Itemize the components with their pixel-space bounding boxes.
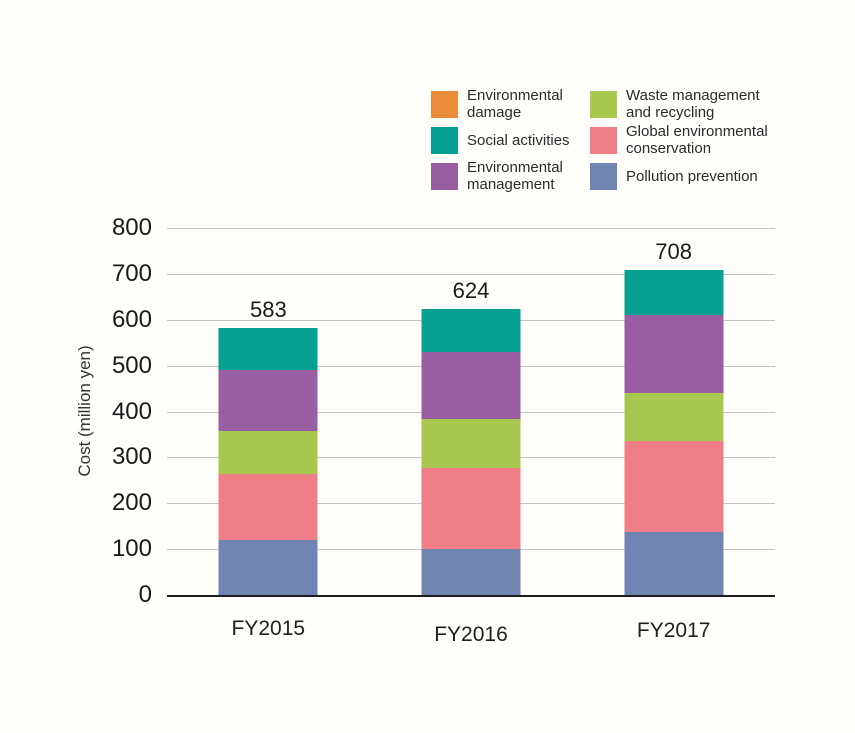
y-tick-label: 400 [111, 397, 152, 425]
legend-label: Environmental damage [467, 87, 563, 121]
x-axis-label: FY2015 [231, 617, 306, 640]
legend-item-pollution-prevention: Pollution prevention [590, 158, 780, 194]
bar-stack: 583 [218, 297, 318, 595]
bar-total-label: 624 [452, 277, 490, 303]
y-tick-label: 0 [138, 581, 152, 608]
bar-column-fy2016: 624 FY2016 [370, 228, 573, 646]
x-axis-label: FY2016 [434, 623, 508, 646]
bars-container: 583 FY2015 624 FY2016 708 FY2017 [167, 228, 775, 646]
bar-segment-pollution-prevention [421, 549, 521, 595]
legend-item-global-environmental-conservation: Global environmental conservation [590, 122, 780, 158]
y-tick-label: 100 [111, 535, 152, 563]
bar-segment-pollution-prevention [624, 531, 724, 595]
y-tick-label: 800 [111, 214, 152, 241]
bar-column-fy2015: 583 FY2015 [167, 228, 370, 640]
bar-segment-environmental-management [421, 351, 521, 420]
bar-segment-social-activities [421, 308, 521, 352]
legend-label: Environmental management [467, 159, 563, 193]
legend-swatch-waste-management-and-recycling [590, 90, 617, 118]
bar-column-fy2017: 708 FY2017 [572, 228, 775, 642]
legend-item-social-activities: Social activities [431, 122, 590, 158]
legend-label: Global environmental conservation [626, 123, 768, 157]
legend-label: Pollution prevention [626, 167, 758, 185]
legend-item-waste-management-and-recycling: Waste management and recycling [590, 86, 780, 122]
legend: Environmental damage Social activities Env… [431, 86, 780, 194]
legend-item-environmental-damage: Environmental damage [431, 86, 590, 122]
bar-segment-waste-management-and-recycling [421, 419, 521, 469]
bar-segment-social-activities [624, 270, 724, 315]
legend-label: Social activities [467, 131, 570, 149]
gridline [167, 228, 775, 229]
legend-swatch-global-environmental-conservation [590, 126, 617, 154]
y-tick-label: 600 [111, 305, 152, 333]
bar-segment-global-environmental-conservation [624, 441, 724, 532]
bar-segment-pollution-prevention [218, 539, 318, 595]
legend-column: Environmental damage Social activities Env… [431, 86, 590, 194]
y-tick-label: 500 [111, 351, 152, 379]
plot-area: 583 FY2015 624 FY2016 708 FY2017 [167, 228, 775, 646]
legend-column: Waste management and recycling Global env… [590, 86, 780, 194]
legend-swatch-environmental-management [431, 162, 458, 190]
bar-segment-waste-management-and-recycling [218, 430, 318, 475]
bar-total-label: 708 [655, 239, 693, 265]
bar-total-label: 583 [249, 296, 287, 322]
bar-segment-waste-management-and-recycling [624, 393, 724, 442]
bar-segment-social-activities [218, 327, 318, 370]
y-tick-label: 200 [111, 489, 152, 517]
legend-swatch-pollution-prevention [590, 162, 617, 190]
y-tick-label: 300 [111, 443, 152, 471]
bar-segment-environmental-management [624, 314, 724, 394]
bar-segment-global-environmental-conservation [218, 474, 318, 540]
bar-segment-environmental-management [218, 369, 318, 431]
bar-segment-global-environmental-conservation [421, 468, 521, 550]
legend-item-environmental-management: Environmental management [431, 158, 590, 194]
bar-stack: 624 [421, 278, 521, 595]
gridline [167, 273, 775, 275]
x-axis-label: FY2017 [636, 619, 711, 642]
bar-stack: 708 [624, 239, 724, 595]
legend-swatch-social-activities [431, 126, 458, 154]
y-axis-ticks: 0 100 200 300 400 500 600 700 800 [0, 214, 152, 608]
legend-label: Waste management and recycling [626, 87, 760, 121]
y-tick-label: 700 [111, 259, 152, 287]
legend-swatch-environmental-damage [431, 90, 458, 118]
